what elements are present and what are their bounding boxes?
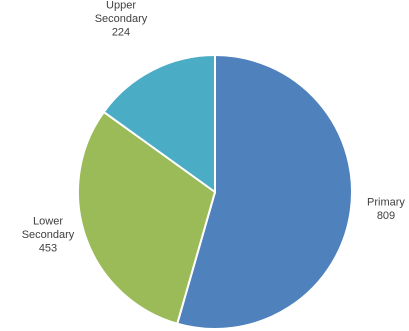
pie-value-label: 453 bbox=[39, 243, 57, 255]
pie-category-label: Secondary bbox=[95, 13, 148, 25]
pie-value-label: 809 bbox=[377, 210, 395, 222]
pie-slice-lower-secondary bbox=[77, 110, 217, 325]
pie-category-label: Upper bbox=[106, 0, 136, 12]
pie-label-primary: Primary 809 bbox=[367, 196, 405, 222]
pie-category-label: Primary bbox=[367, 196, 405, 208]
pie-label-upper-secondary: Upper Secondary 224 bbox=[95, 0, 148, 39]
pie-slices bbox=[77, 53, 353, 330]
pie-category-label: Secondary bbox=[22, 229, 75, 241]
pie-category-label: Lower bbox=[33, 216, 63, 228]
pie-label-lower-secondary: Lower Secondary 453 bbox=[22, 216, 75, 255]
pie-value-label: 224 bbox=[112, 27, 130, 39]
pie-slice-primary bbox=[176, 53, 353, 330]
pie-slice-upper-secondary bbox=[102, 53, 216, 194]
